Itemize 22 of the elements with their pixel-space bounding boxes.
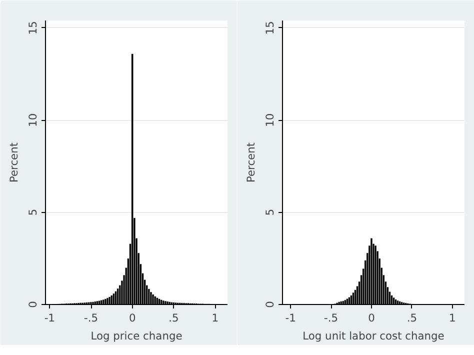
x-tick-label: 1 [448,312,456,324]
y-tick-label: 5 [264,208,276,216]
x-tick-label: .5 [406,312,418,324]
x-axis-title: Log unit labor cost change [302,330,444,342]
y-tick-label: 15 [26,21,40,35]
y-tick-label: 10 [26,113,40,127]
x-tick-label: -.5 [324,312,338,324]
y-axis-title: Percent [8,142,20,183]
y-tick-label: 15 [264,21,276,35]
y-tick-label: 5 [26,208,40,216]
x-tick-label: 0 [128,312,136,324]
y-tick-label: 0 [264,300,276,308]
x-tick-label: 0 [368,312,376,324]
y-tick-label: 0 [26,300,40,308]
y-tick-label: 10 [264,113,276,127]
x-tick-label: -.5 [84,312,98,324]
x-tick-label: 1 [212,312,218,324]
x-tick-label: .5 [168,312,179,324]
x-tick-label: -1 [44,312,55,324]
x-tick-label: -1 [285,312,296,324]
y-axis-title: Percent [244,142,258,183]
x-axis-title: Log price change [90,330,182,342]
